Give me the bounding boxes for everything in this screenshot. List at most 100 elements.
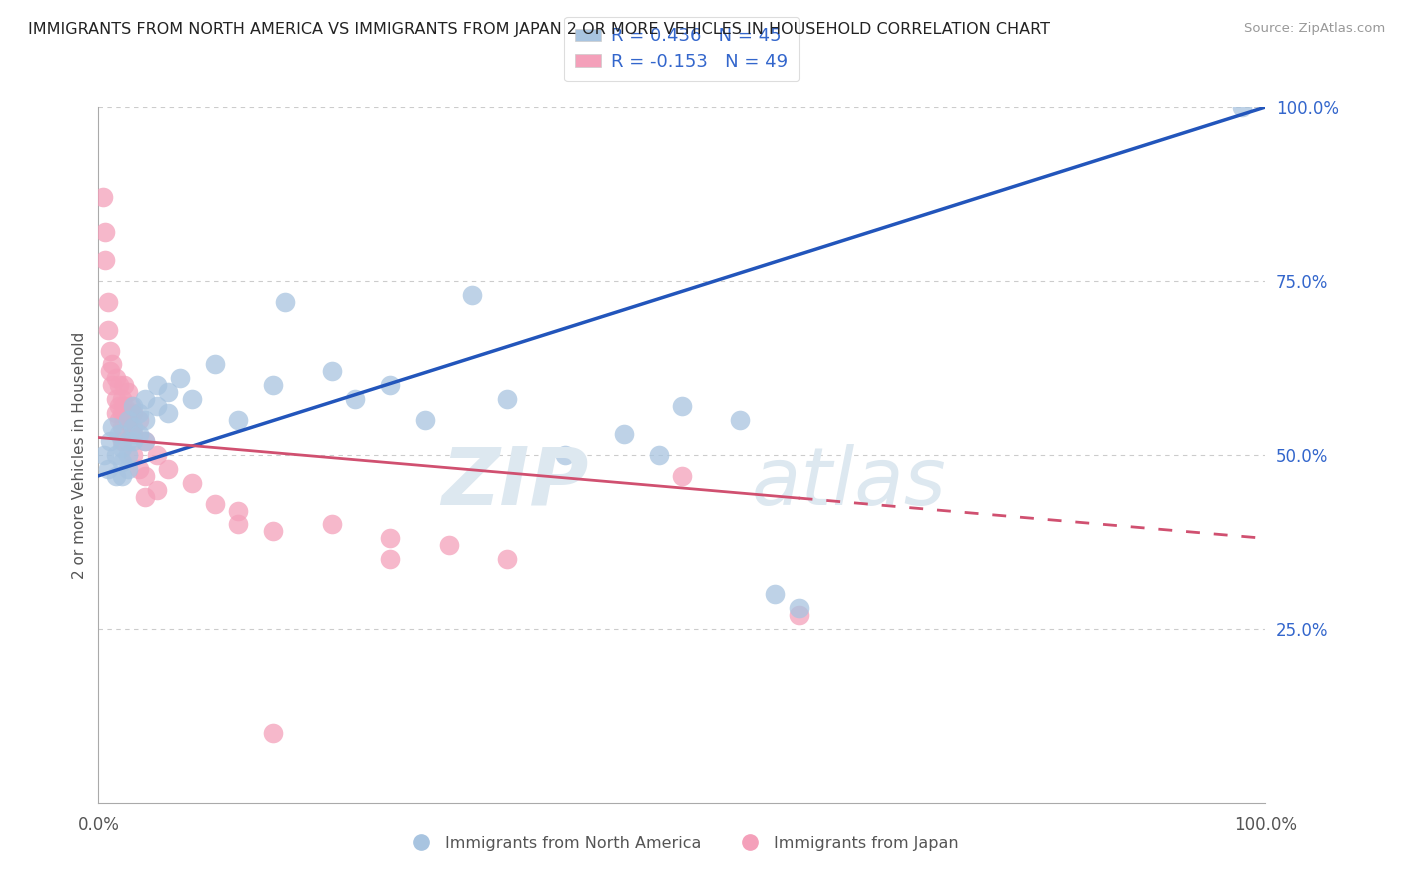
Point	[134, 434, 156, 448]
Point	[111, 455, 134, 469]
Point	[496, 552, 519, 566]
Point	[787, 601, 810, 615]
Point	[146, 483, 169, 497]
Point	[104, 406, 127, 420]
Point	[101, 358, 124, 372]
Point	[157, 406, 180, 420]
Point	[380, 378, 402, 392]
Point	[1230, 100, 1253, 114]
Point	[117, 385, 139, 400]
Point	[157, 385, 180, 400]
Point	[134, 392, 156, 407]
Point	[228, 413, 250, 427]
Point	[437, 538, 460, 552]
Point	[112, 413, 135, 427]
Point	[104, 392, 127, 407]
Point	[120, 420, 142, 434]
Text: Source: ZipAtlas.com: Source: ZipAtlas.com	[1244, 22, 1385, 36]
Point	[262, 378, 284, 392]
Point	[104, 468, 127, 483]
Text: ZIP: ZIP	[441, 443, 589, 522]
Point	[98, 364, 121, 378]
Point	[134, 413, 156, 427]
Point	[763, 587, 786, 601]
Point	[134, 490, 156, 504]
Point	[128, 413, 150, 427]
Point	[101, 378, 124, 392]
Point	[554, 448, 576, 462]
Point	[104, 371, 127, 385]
Point	[117, 448, 139, 462]
Point	[204, 497, 226, 511]
Point	[111, 468, 134, 483]
Point	[146, 399, 169, 413]
Point	[108, 413, 131, 427]
Point	[204, 358, 226, 372]
Point	[94, 253, 117, 268]
Point	[122, 448, 145, 462]
Point	[180, 475, 202, 490]
Point	[122, 420, 145, 434]
Point	[413, 413, 436, 427]
Point	[180, 392, 202, 407]
Point	[671, 399, 693, 413]
Legend: Immigrants from North America, Immigrants from Japan: Immigrants from North America, Immigrant…	[399, 830, 965, 857]
Y-axis label: 2 or more Vehicles in Household: 2 or more Vehicles in Household	[72, 331, 87, 579]
Point	[122, 427, 145, 442]
Point	[117, 406, 139, 420]
Point	[98, 434, 121, 448]
Point	[111, 441, 134, 455]
Point	[97, 294, 120, 309]
Point	[97, 462, 120, 476]
Text: IMMIGRANTS FROM NORTH AMERICA VS IMMIGRANTS FROM JAPAN 2 OR MORE VEHICLES IN HOU: IMMIGRANTS FROM NORTH AMERICA VS IMMIGRA…	[28, 22, 1050, 37]
Point	[93, 448, 115, 462]
Point	[101, 420, 124, 434]
Point	[321, 517, 343, 532]
Point	[461, 288, 484, 302]
Point	[228, 517, 250, 532]
Point	[134, 468, 156, 483]
Point	[104, 448, 127, 462]
Point	[128, 427, 150, 442]
Point	[496, 392, 519, 407]
Point	[146, 448, 169, 462]
Point	[97, 323, 120, 337]
Point	[122, 434, 145, 448]
Point	[613, 427, 636, 442]
Point	[730, 413, 752, 427]
Point	[228, 503, 250, 517]
Point	[98, 343, 121, 358]
Point	[120, 399, 142, 413]
Point	[111, 406, 134, 420]
Point	[380, 532, 402, 546]
Point	[157, 462, 180, 476]
Point	[117, 462, 139, 476]
Point	[344, 392, 367, 407]
Point	[117, 413, 139, 427]
Point	[108, 427, 131, 442]
Point	[380, 552, 402, 566]
Point	[122, 399, 145, 413]
Point	[671, 468, 693, 483]
Point	[128, 406, 150, 420]
Point	[111, 434, 134, 448]
Point	[134, 434, 156, 448]
Point	[169, 371, 191, 385]
Point	[112, 399, 135, 413]
Point	[321, 364, 343, 378]
Point	[117, 434, 139, 448]
Point	[94, 225, 117, 239]
Text: atlas: atlas	[752, 443, 946, 522]
Point	[91, 190, 114, 204]
Point	[262, 524, 284, 539]
Point	[108, 378, 131, 392]
Point	[128, 462, 150, 476]
Point	[146, 378, 169, 392]
Point	[787, 607, 810, 622]
Point	[262, 726, 284, 740]
Point	[111, 420, 134, 434]
Point	[108, 399, 131, 413]
Point	[112, 378, 135, 392]
Point	[274, 294, 297, 309]
Point	[647, 448, 669, 462]
